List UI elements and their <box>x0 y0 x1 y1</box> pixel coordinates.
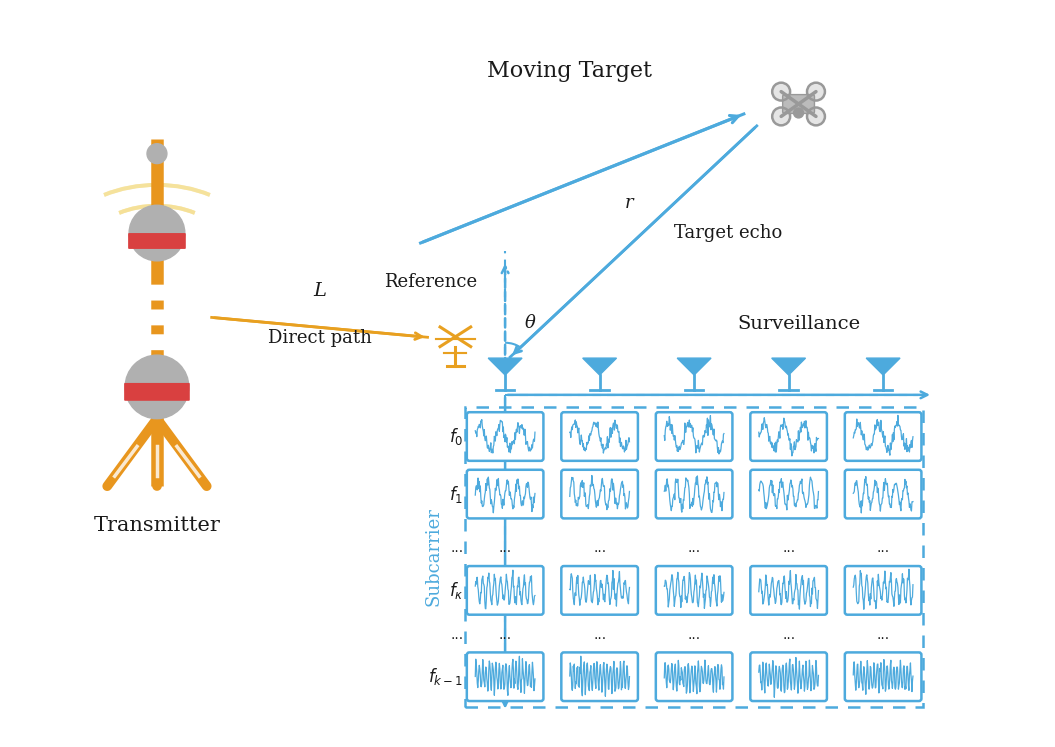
Text: ...: ... <box>499 628 512 642</box>
Text: θ: θ <box>525 314 536 332</box>
Text: L: L <box>313 282 326 300</box>
Text: ...: ... <box>593 541 607 555</box>
Text: 2: 2 <box>689 412 699 430</box>
Text: $f_{\kappa}$: $f_{\kappa}$ <box>448 580 463 601</box>
Text: Transmitter: Transmitter <box>94 516 220 535</box>
FancyBboxPatch shape <box>845 652 921 701</box>
Circle shape <box>807 83 825 101</box>
FancyBboxPatch shape <box>783 95 814 114</box>
Text: Surveillance: Surveillance <box>737 315 860 333</box>
Text: Reference: Reference <box>384 273 477 291</box>
FancyBboxPatch shape <box>750 652 827 701</box>
FancyBboxPatch shape <box>143 335 171 350</box>
Text: ...: ... <box>688 541 701 555</box>
Text: ...: ... <box>877 541 889 555</box>
FancyBboxPatch shape <box>466 566 543 615</box>
Text: ...: ... <box>782 628 795 642</box>
Circle shape <box>129 205 185 261</box>
Polygon shape <box>771 358 806 375</box>
Text: ...: ... <box>450 541 463 555</box>
FancyBboxPatch shape <box>561 470 638 518</box>
Text: ...: ... <box>450 628 463 642</box>
Text: ...: ... <box>688 628 701 642</box>
FancyBboxPatch shape <box>845 566 921 615</box>
FancyBboxPatch shape <box>128 233 186 249</box>
Text: Target echo: Target echo <box>674 224 783 242</box>
Circle shape <box>147 143 167 164</box>
Text: r: r <box>625 194 633 212</box>
Text: ...: ... <box>877 628 889 642</box>
FancyBboxPatch shape <box>750 566 827 615</box>
FancyBboxPatch shape <box>561 652 638 701</box>
FancyBboxPatch shape <box>143 309 171 326</box>
FancyBboxPatch shape <box>466 470 543 518</box>
Text: Direct path: Direct path <box>268 329 371 347</box>
Text: ...: ... <box>593 628 607 642</box>
FancyBboxPatch shape <box>845 470 921 518</box>
FancyBboxPatch shape <box>466 652 543 701</box>
Text: $f_{k-1}$: $f_{k-1}$ <box>428 666 463 687</box>
Polygon shape <box>582 358 616 375</box>
FancyBboxPatch shape <box>561 566 638 615</box>
Circle shape <box>126 355 189 418</box>
FancyBboxPatch shape <box>656 566 732 615</box>
Text: $f_1$: $f_1$ <box>449 483 463 504</box>
Circle shape <box>793 108 804 118</box>
FancyBboxPatch shape <box>561 412 638 461</box>
Circle shape <box>807 108 825 125</box>
Text: 1: 1 <box>594 412 605 430</box>
FancyBboxPatch shape <box>143 285 171 300</box>
FancyBboxPatch shape <box>750 412 827 461</box>
Text: ...: ... <box>499 541 512 555</box>
FancyBboxPatch shape <box>656 412 732 461</box>
Text: 0: 0 <box>500 412 511 430</box>
Polygon shape <box>866 358 900 375</box>
Bar <box>465 407 923 707</box>
Circle shape <box>772 83 790 101</box>
FancyBboxPatch shape <box>656 470 732 518</box>
Polygon shape <box>677 358 711 375</box>
FancyBboxPatch shape <box>750 470 827 518</box>
Text: ⋯: ⋯ <box>784 412 793 430</box>
Text: N−1: N−1 <box>864 412 903 430</box>
FancyBboxPatch shape <box>845 412 921 461</box>
Text: Moving Target: Moving Target <box>487 61 652 82</box>
Text: $f_0$: $f_0$ <box>448 426 463 447</box>
FancyBboxPatch shape <box>466 412 543 461</box>
FancyBboxPatch shape <box>124 383 190 401</box>
Circle shape <box>772 108 790 125</box>
Polygon shape <box>488 358 522 375</box>
Text: ...: ... <box>782 541 795 555</box>
FancyBboxPatch shape <box>656 652 732 701</box>
Text: Subcarrier: Subcarrier <box>424 507 442 606</box>
